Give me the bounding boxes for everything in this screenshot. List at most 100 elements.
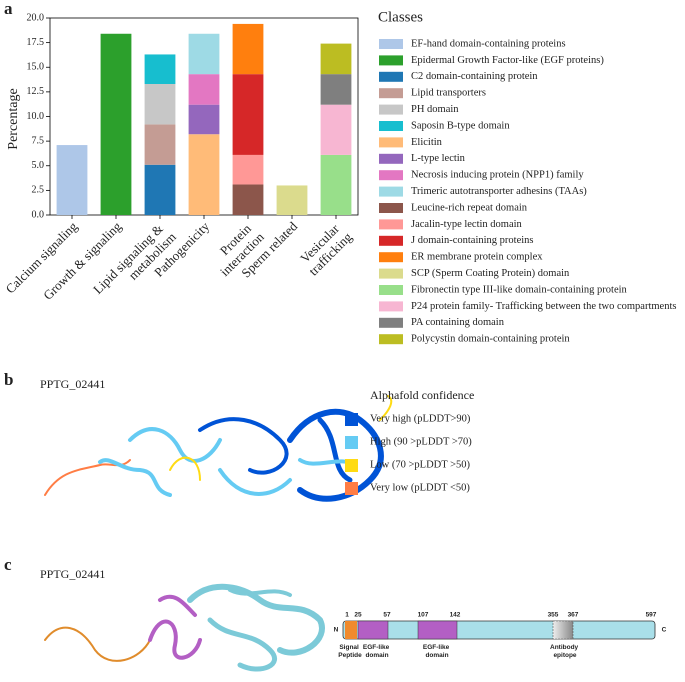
protein-name: PPTG_02441 bbox=[40, 377, 105, 391]
legend-swatch bbox=[345, 459, 358, 472]
y-tick-label: 0.0 bbox=[32, 209, 45, 220]
bar-segment bbox=[188, 33, 220, 75]
protein-structure bbox=[44, 583, 325, 672]
protein-structure bbox=[44, 395, 393, 502]
bar-segment bbox=[320, 43, 352, 75]
panel-label: b bbox=[4, 370, 13, 389]
x-tick-label: Vesicular trafficking bbox=[295, 218, 355, 278]
y-tick-label: 7.5 bbox=[32, 135, 45, 146]
legend-swatch bbox=[379, 137, 403, 148]
legend-label: L-type lectin bbox=[411, 153, 466, 164]
bar-segment bbox=[188, 74, 220, 105]
legend-label: Low (70 >pLDDT >50) bbox=[370, 459, 471, 470]
legend-label: Very low (pLDDT <50) bbox=[370, 482, 470, 493]
legend-label: PH domain bbox=[411, 104, 459, 115]
legend-swatch bbox=[379, 334, 403, 345]
bar-segment bbox=[276, 185, 308, 215]
legend-swatch bbox=[379, 252, 403, 263]
legend-swatch bbox=[379, 285, 403, 295]
residue-number: 25 bbox=[354, 612, 362, 619]
legend-title: Alphafold confidence bbox=[370, 388, 474, 402]
protein-bar bbox=[342, 620, 656, 640]
legend-swatch bbox=[379, 268, 403, 279]
legend-swatch bbox=[379, 317, 403, 328]
panel-label: a bbox=[4, 0, 13, 18]
bar-segment bbox=[232, 23, 264, 75]
legend-label: SCP (Sperm Coating Protein) domain bbox=[411, 268, 570, 279]
region-label: Signal Peptide bbox=[338, 644, 362, 659]
legend-swatch bbox=[379, 104, 403, 115]
residue-number: 57 bbox=[383, 612, 391, 619]
legend-label: C2 domain-containing protein bbox=[411, 71, 538, 82]
legend-label: Necrosis inducing protein (NPP1) family bbox=[411, 170, 584, 181]
bar-segment bbox=[320, 154, 352, 215]
legend-swatch bbox=[379, 219, 403, 230]
legend-label: Saposin B-type domain bbox=[411, 120, 510, 131]
legend-swatch bbox=[379, 71, 403, 82]
y-tick-label: 15.0 bbox=[27, 62, 45, 73]
bar-segment bbox=[56, 145, 88, 215]
legend-swatch bbox=[379, 39, 403, 49]
bar-segment bbox=[320, 104, 352, 155]
panel-label: c bbox=[4, 555, 12, 574]
legend-label: Epidermal Growth Factor-like (EGF protei… bbox=[411, 55, 604, 66]
legend-swatch bbox=[379, 121, 403, 131]
legend-label: ER membrane protein complex bbox=[411, 252, 543, 263]
bar-segment bbox=[144, 83, 176, 125]
y-axis-label: Percentage bbox=[6, 88, 21, 149]
y-tick-label: 20.0 bbox=[27, 12, 45, 23]
egf-domain bbox=[357, 620, 389, 640]
bar-segment bbox=[188, 134, 220, 215]
legend-swatch bbox=[379, 55, 403, 66]
legend-label: Elicitin bbox=[411, 137, 443, 148]
legend-label: EF-hand domain-containing proteins bbox=[411, 38, 566, 49]
legend-label: Very high (pLDDT>90) bbox=[370, 413, 471, 424]
x-tick-label: Calcium signaling bbox=[2, 218, 80, 296]
bar-segment bbox=[144, 54, 176, 84]
legend-label: High (90 >pLDDT >70) bbox=[370, 436, 472, 447]
panel-c: c PPTG_02441 N C 1 25 57 107 142 355 367 597 Sig… bbox=[4, 555, 667, 672]
bar-segment bbox=[100, 33, 132, 216]
residue-number: 355 bbox=[548, 612, 559, 619]
y-tick-label: 17.5 bbox=[27, 37, 45, 48]
legend-title: Classes bbox=[378, 9, 423, 25]
n-terminus: N bbox=[334, 627, 339, 634]
bar-segment bbox=[144, 164, 176, 215]
legend-swatch bbox=[379, 170, 403, 181]
legend-swatch bbox=[379, 88, 403, 99]
protein-name: PPTG_02441 bbox=[40, 567, 105, 581]
legend-label: Fibronectin type III-like domain-contain… bbox=[411, 284, 628, 295]
legend-swatch bbox=[379, 203, 403, 213]
egf-domain bbox=[417, 620, 458, 640]
bar-segment bbox=[144, 124, 176, 165]
legend-swatch bbox=[379, 235, 403, 246]
residue-number: 1 bbox=[345, 612, 349, 619]
legend-label: Jacalin-type lectin domain bbox=[411, 219, 523, 230]
legend-label: P24 protein family- Trafficking between … bbox=[411, 301, 676, 312]
legend-label: Polycystin domain-containing protein bbox=[411, 334, 570, 345]
bar-segment bbox=[232, 184, 264, 215]
epitope bbox=[552, 620, 574, 640]
residue-number: 107 bbox=[418, 612, 429, 619]
legend-label: J domain-containing proteins bbox=[411, 235, 533, 246]
x-tick-label: Growth & signaling bbox=[40, 218, 124, 302]
c-terminus: C bbox=[662, 627, 667, 634]
legend-label: PA containing domain bbox=[411, 317, 505, 328]
bar-segment bbox=[188, 104, 220, 135]
bar-segment bbox=[232, 154, 264, 185]
legend-swatch bbox=[345, 436, 358, 449]
y-tick-label: 12.5 bbox=[27, 86, 45, 97]
residue-number: 367 bbox=[568, 612, 579, 619]
region-label: Antibody epitope bbox=[550, 644, 580, 659]
legend-swatch bbox=[345, 413, 358, 426]
legend-label: Trimeric autotransporter adhesins (TAAs) bbox=[411, 186, 587, 197]
legend-swatch bbox=[379, 301, 403, 312]
panel-a: a Percentage Classes 0.0 2.5 5.0 7.5 10.0 12.… bbox=[2, 0, 676, 345]
panel-b: b PPTG_02441 Alphafold confidence Very h… bbox=[4, 370, 474, 502]
legend-swatch bbox=[345, 482, 358, 495]
y-tick-label: 2.5 bbox=[32, 185, 45, 196]
legend-label: Leucine-rich repeat domain bbox=[411, 202, 528, 213]
y-tick-label: 10.0 bbox=[27, 111, 45, 122]
region-label: EGF-like domain bbox=[423, 644, 451, 659]
